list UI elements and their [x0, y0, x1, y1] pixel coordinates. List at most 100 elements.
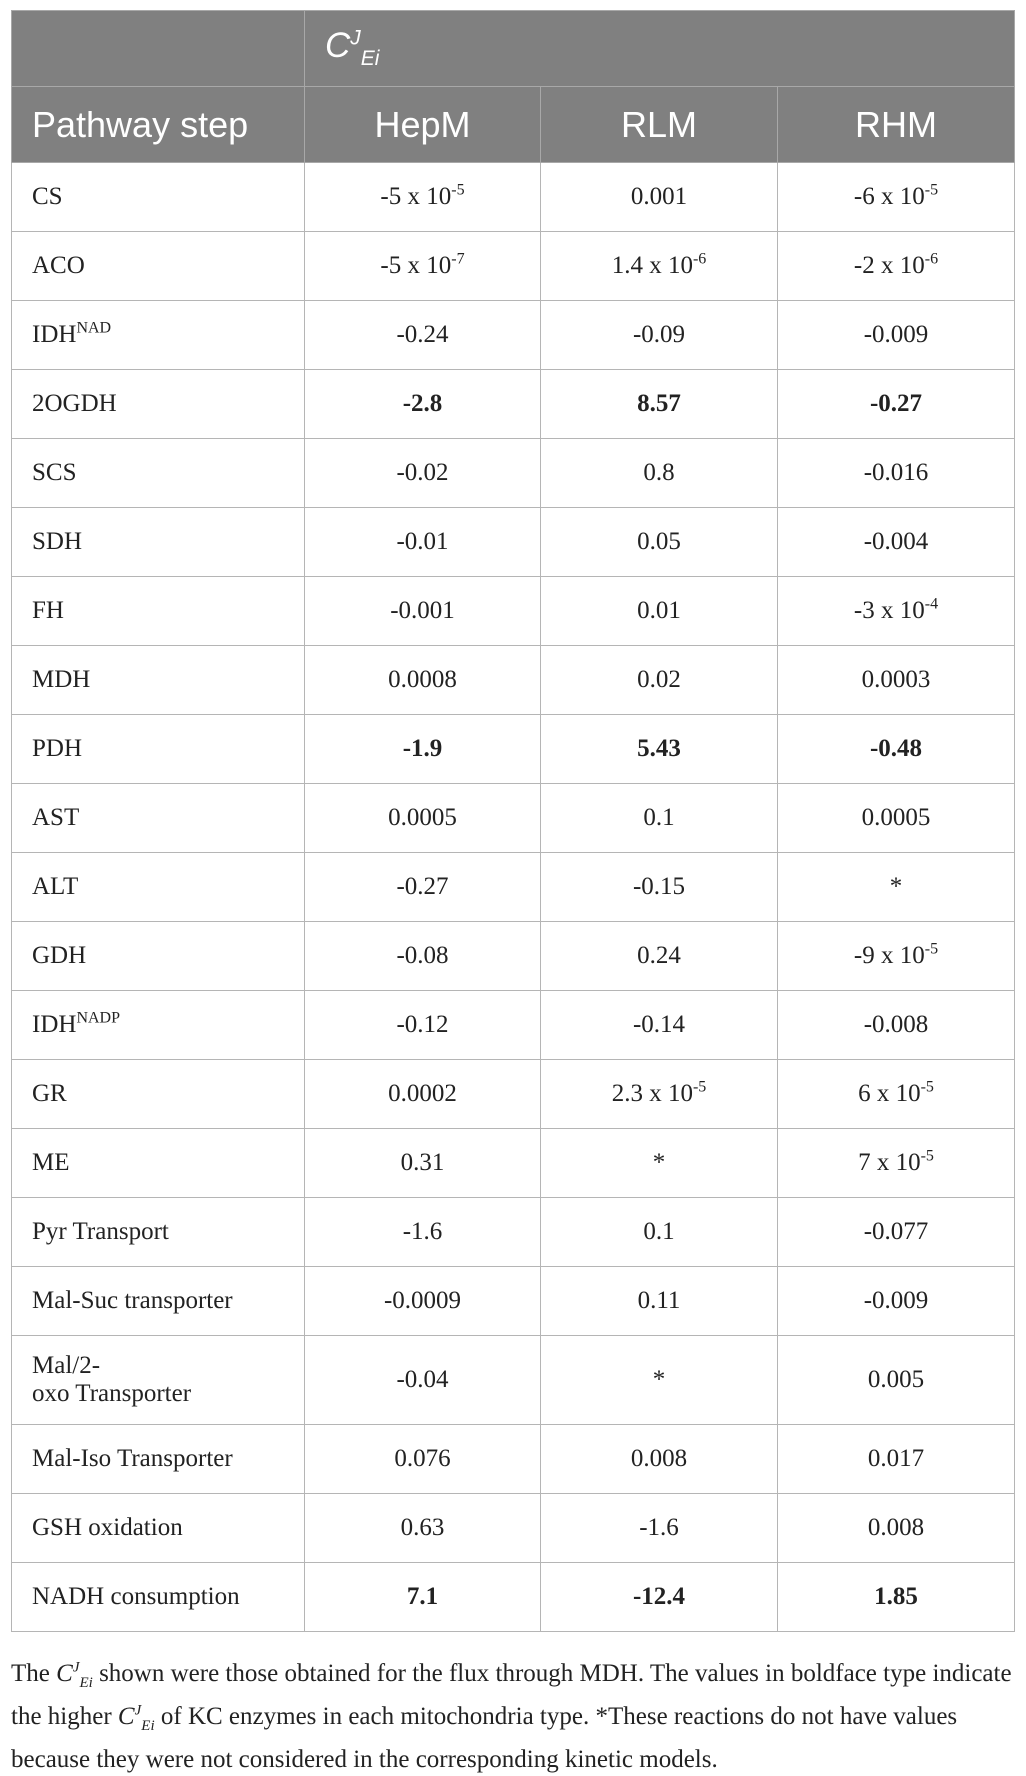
rlm-value: * [652, 1366, 666, 1393]
rlm-value: -0.09 [632, 321, 686, 348]
hepm-value: 0.63 [400, 1514, 445, 1541]
rhm-value-cell: 0.008 [776, 1493, 1016, 1563]
hepm-value-cell: 0.31 [304, 1128, 541, 1198]
hepm-value: 0.076 [394, 1445, 451, 1472]
rlm-value: -1.6 [639, 1514, 679, 1541]
rlm-value-cell: 0.8 [540, 438, 778, 508]
rlm-value: 0.8 [643, 459, 675, 486]
rhm-value: -3 x 10 [853, 597, 925, 624]
pathway-step-label: ALT [32, 873, 79, 900]
coefficient-header: CJEi [303, 10, 1016, 87]
rlm-value-cell: -12.4 [540, 1562, 778, 1632]
table-row: MDH 0.0008 0.02 0.0003 [11, 645, 1016, 715]
rhm-value-cell: 7 x 10-5 [776, 1128, 1016, 1198]
coef-base: C [325, 26, 351, 65]
pathway-step-cell: GDH [11, 921, 305, 991]
rhm-value: -0.008 [863, 1011, 929, 1038]
hepm-value: -0.12 [396, 1011, 449, 1038]
table-row: GR 0.0002 2.3 x 10-5 6 x 10-5 [11, 1059, 1016, 1129]
rlm-value-exponent: -5 [692, 1078, 707, 1096]
footnote-text-1: The [11, 1660, 57, 1687]
rhm-value-cell: -3 x 10-4 [776, 576, 1016, 646]
table-row: CS -5 x 10-5 0.001 -6 x 10-5 [11, 162, 1016, 232]
pathway-step-line2: oxo Transporter [32, 1380, 192, 1407]
table-row: ALT -0.27 -0.15 * [11, 852, 1016, 922]
rhm-value: -6 x 10 [853, 183, 925, 210]
hepm-value-cell: 0.63 [304, 1493, 541, 1563]
rhm-value-cell: -0.004 [776, 507, 1016, 577]
header-super-row: CJEi [11, 10, 1016, 87]
hepm-value-cell: -5 x 10-7 [304, 231, 541, 301]
table-row: SCS -0.02 0.8 -0.016 [11, 438, 1016, 508]
rlm-value: 0.24 [637, 942, 681, 969]
rhm-value: -0.27 [869, 390, 923, 417]
rhm-value: -0.016 [863, 459, 929, 486]
pathway-step-cell: GSH oxidation [11, 1493, 305, 1563]
rhm-value: 7 x 10 [858, 1149, 921, 1176]
pathway-step-cell: Mal-Iso Transporter [11, 1424, 305, 1494]
table-row: AST 0.0005 0.1 0.0005 [11, 783, 1016, 853]
hepm-value: -0.08 [396, 942, 449, 969]
hepm-value-cell: -0.08 [304, 921, 541, 991]
pathway-step-cell: IDHNAD [11, 300, 305, 370]
rlm-value: 1.4 x 10 [611, 252, 693, 279]
rlm-value-cell: 5.43 [540, 714, 778, 784]
rlm-value-cell: 2.3 x 10-5 [540, 1059, 778, 1129]
rhm-value: 1.85 [874, 1583, 918, 1610]
column-header-rhm: RHM [776, 86, 1016, 163]
rhm-value-exponent: -5 [920, 1147, 934, 1165]
hepm-value-cell: 7.1 [304, 1562, 541, 1632]
rhm-value-cell: -0.077 [776, 1197, 1016, 1267]
pathway-step-cell: AST [11, 783, 305, 853]
rhm-value: -0.009 [863, 321, 929, 348]
table-row: ME 0.31 * 7 x 10-5 [11, 1128, 1016, 1198]
table-row: GDH -0.08 0.24 -9 x 10-5 [11, 921, 1016, 991]
table-row: IDHNADP -0.12 -0.14 -0.008 [11, 990, 1016, 1060]
coef-sup: J [350, 26, 361, 50]
rlm-value: 0.1 [643, 1218, 675, 1245]
rhm-value-cell: -6 x 10-5 [776, 162, 1016, 232]
rlm-value-cell: -1.6 [540, 1493, 778, 1563]
hepm-value: 0.31 [400, 1149, 445, 1176]
rlm-value-cell: 0.02 [540, 645, 778, 715]
header-blank-cell [11, 10, 305, 87]
pathway-step-label: ME [32, 1149, 70, 1176]
pathway-step-cell: SDH [11, 507, 305, 577]
pathway-step-superscript: NAD [76, 319, 112, 337]
rlm-value: 8.57 [637, 390, 681, 417]
rhm-value-cell: -0.009 [776, 1266, 1016, 1336]
hepm-value: -1.9 [402, 735, 443, 762]
pathway-step-label: SDH [32, 528, 83, 555]
rlm-value-cell: 1.4 x 10-6 [540, 231, 778, 301]
rlm-value: 0.11 [637, 1287, 681, 1314]
rlm-value-cell: 0.001 [540, 162, 778, 232]
pathway-step-label: AST [32, 804, 80, 831]
pathway-step-label: Pyr Transport [32, 1218, 169, 1245]
header-columns-row: Pathway step HepM RLM RHM [11, 86, 1016, 163]
pathway-step-label: FH [32, 597, 64, 624]
pathway-step-cell: CS [11, 162, 305, 232]
pathway-step-label: NADH consumption [32, 1583, 240, 1610]
hepm-value-cell: -0.001 [304, 576, 541, 646]
hepm-value: -0.0009 [383, 1287, 462, 1314]
pathway-step-cell: ACO [11, 231, 305, 301]
rlm-value: 0.02 [637, 666, 681, 693]
rhm-value-cell: 0.0003 [776, 645, 1016, 715]
hepm-value: -0.001 [390, 597, 455, 624]
pathway-step-label: GDH [32, 942, 87, 969]
rhm-value-cell: -0.016 [776, 438, 1016, 508]
rlm-value: 5.43 [637, 735, 681, 762]
rlm-value: 0.001 [630, 183, 688, 210]
hepm-value-cell: -0.02 [304, 438, 541, 508]
hepm-value: -0.04 [396, 1366, 449, 1393]
table-row: ACO -5 x 10-7 1.4 x 10-6 -2 x 10-6 [11, 231, 1016, 301]
rhm-value-cell: -2 x 10-6 [776, 231, 1016, 301]
table-body: CS -5 x 10-5 0.001 -6 x 10-5 ACO -5 x 10-7 1.4… [11, 162, 1016, 1632]
rlm-value: 0.01 [637, 597, 681, 624]
pathway-step-superscript: NADP [76, 1009, 120, 1027]
rlm-value-cell: 0.24 [540, 921, 778, 991]
pathway-step-cell: GR [11, 1059, 305, 1129]
hepm-value-cell: 0.0005 [304, 783, 541, 853]
rlm-value: -0.14 [632, 1011, 686, 1038]
rhm-value: -0.004 [863, 528, 929, 555]
